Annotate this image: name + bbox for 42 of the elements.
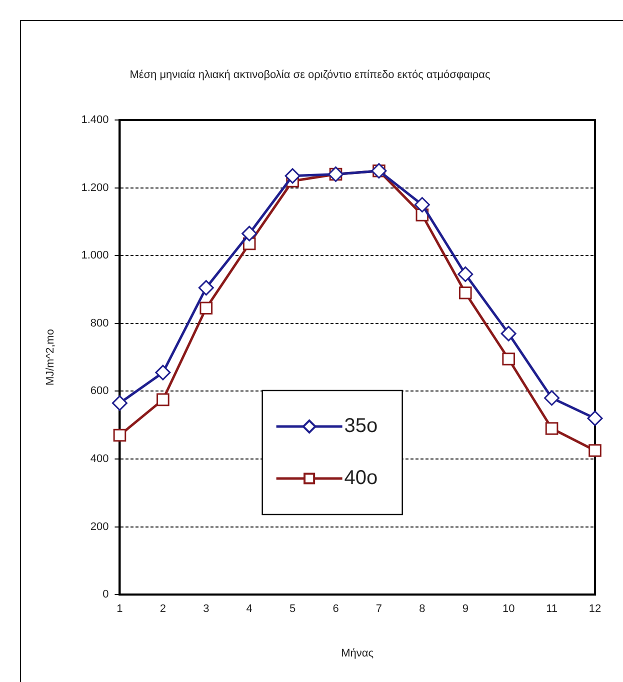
point (156, 393, 170, 406)
point (284, 168, 300, 184)
point (544, 390, 560, 406)
point (588, 444, 602, 457)
point (200, 302, 213, 315)
x-tick-label: 9 (462, 603, 468, 616)
x-tick-label: 3 (203, 603, 210, 616)
point (198, 280, 214, 296)
point (458, 286, 472, 300)
y-tick-label: 0 (102, 588, 109, 601)
y-tick-label: 800 (90, 317, 109, 330)
point (500, 326, 516, 342)
y-tick-label: 600 (90, 385, 109, 398)
y-tick-label: 400 (90, 453, 109, 466)
x-tick-label: 7 (376, 603, 382, 616)
point (587, 410, 603, 426)
y-tick-label: 1.000 (81, 250, 109, 262)
x-axis-title: Μήνας (341, 647, 374, 660)
point (242, 226, 258, 242)
x-tick-label: 8 (419, 603, 426, 616)
point (458, 266, 474, 282)
x-tick-label: 2 (160, 603, 166, 616)
y-tick-label: 1.400 (81, 114, 109, 126)
x-tick-label: 5 (289, 603, 296, 616)
point (155, 364, 171, 380)
x-tick-label: 10 (502, 603, 515, 616)
y-tick-label: 200 (90, 520, 109, 533)
legend-label: 35o (344, 415, 378, 438)
point (545, 422, 558, 435)
y-axis-title: MJ/m^2,mo (44, 329, 57, 386)
point (502, 352, 515, 366)
x-tick-label: 11 (546, 603, 558, 616)
point (112, 395, 128, 411)
point (414, 197, 430, 212)
x-tick-label: 4 (246, 603, 252, 616)
y-tick-label: 1.200 (81, 182, 109, 194)
point (113, 428, 126, 442)
x-tick-label: 12 (588, 603, 602, 616)
x-tick-label: 1 (116, 603, 123, 616)
x-tick-label: 6 (332, 603, 339, 616)
legend-label: 40o (344, 467, 378, 490)
chart-title: Μέση μηνιαία ηλιακή ακτινοβολία σε οριζόντιο επίπεδο εκτός ατμόσφαιρας (128, 68, 492, 83)
